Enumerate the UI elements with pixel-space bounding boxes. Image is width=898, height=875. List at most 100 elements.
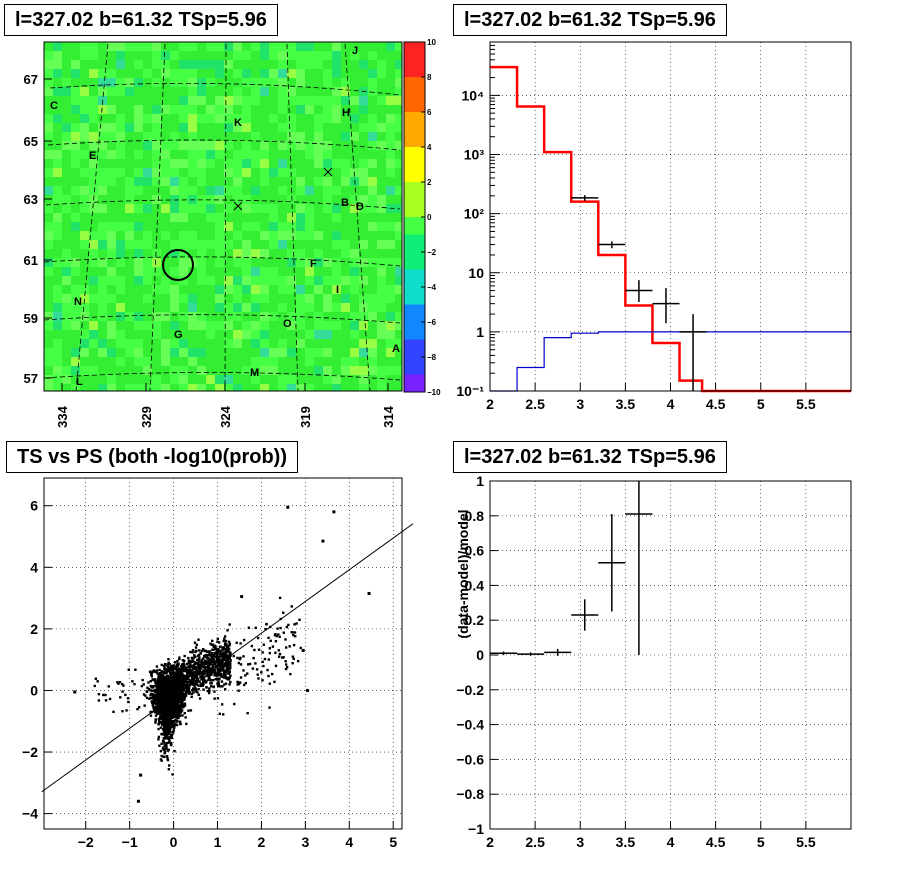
scatter-outlier xyxy=(240,595,244,599)
scatter-point xyxy=(171,671,175,674)
scatter-point xyxy=(173,749,176,753)
scatter-point xyxy=(294,635,297,638)
heatmap-cell xyxy=(62,141,71,150)
heatmap-cell xyxy=(314,141,323,150)
heatmap-cell xyxy=(278,312,287,321)
scatter-point xyxy=(181,695,185,699)
heatmap-cell xyxy=(179,168,188,177)
heatmap-cell xyxy=(44,141,53,150)
scatter-point xyxy=(145,696,149,700)
scatter-point xyxy=(174,722,177,726)
heatmap-cell xyxy=(341,240,350,249)
heatmap-cell xyxy=(233,330,242,339)
heatmap-cell xyxy=(242,366,251,375)
heatmap-cell xyxy=(143,312,152,321)
heatmap-cell xyxy=(53,132,62,141)
heatmap-cell xyxy=(386,285,395,294)
heatmap-cell xyxy=(251,168,260,177)
heatmap-cell xyxy=(44,69,53,78)
heatmap-cell xyxy=(179,357,188,366)
scatter-point xyxy=(291,655,295,658)
heatmap-cell xyxy=(161,87,170,96)
heatmap-cell xyxy=(395,339,402,348)
heatmap-cell xyxy=(179,204,188,213)
scatter-point xyxy=(215,655,218,659)
heatmap-cell xyxy=(206,276,215,285)
scatter-point xyxy=(282,631,285,634)
scatter-point xyxy=(179,683,183,687)
scatter-point xyxy=(158,686,162,689)
scatter-point xyxy=(187,690,190,693)
heatmap-cell xyxy=(179,384,188,391)
heatmap-cell xyxy=(152,69,161,78)
scatter-point xyxy=(154,699,157,702)
heatmap-cell xyxy=(152,168,161,177)
scatter-point xyxy=(277,633,280,636)
heatmap-cell xyxy=(395,123,402,132)
scatter-point xyxy=(97,692,101,696)
heatmap-cell xyxy=(314,213,323,222)
heatmap-cell xyxy=(62,249,71,258)
scatter-point xyxy=(157,681,161,685)
heatmap-cell xyxy=(233,159,242,168)
heatmap-cell xyxy=(89,132,98,141)
scatter-point xyxy=(157,723,160,726)
scatter-point xyxy=(165,707,168,710)
heatmap-cell xyxy=(251,330,260,339)
heatmap-cell xyxy=(44,339,53,348)
scatter-point xyxy=(225,660,228,663)
scatter-point xyxy=(121,710,124,713)
heatmap-cell xyxy=(116,330,125,339)
heatmap-cell xyxy=(44,60,53,69)
scatter-point xyxy=(183,711,186,715)
heatmap-cell xyxy=(368,366,377,375)
heatmap-cell xyxy=(71,366,80,375)
scatter-point xyxy=(226,668,229,672)
scatter-point xyxy=(190,695,193,699)
heatmap-cell xyxy=(161,213,170,222)
scatter-point xyxy=(158,695,162,699)
heatmap-cell xyxy=(98,123,107,132)
heatmap-cell xyxy=(89,258,98,267)
heatmap-cell xyxy=(296,69,305,78)
scatter-point xyxy=(217,668,220,672)
scatter-point xyxy=(206,689,209,693)
heatmap-cell xyxy=(107,42,116,51)
skymap-title: l=327.02 b=61.32 TSp=5.96 xyxy=(4,4,278,36)
scatter-point xyxy=(153,695,156,699)
scatter-point xyxy=(176,711,179,714)
scatter-point xyxy=(268,651,272,655)
heatmap-cell xyxy=(341,258,350,267)
scatter-point xyxy=(196,669,199,673)
y-tick-label: −0.4 xyxy=(456,717,484,733)
heatmap-cell xyxy=(98,168,107,177)
heatmap-cell xyxy=(71,267,80,276)
heatmap-cell xyxy=(395,87,402,96)
heatmap-cell xyxy=(179,132,188,141)
scatter-point xyxy=(188,664,191,667)
heatmap-cell xyxy=(323,141,332,150)
scatter-point xyxy=(185,682,189,685)
heatmap-cell xyxy=(269,105,278,114)
scatter-point xyxy=(104,693,107,697)
heatmap-cell xyxy=(143,177,152,186)
scatter-point xyxy=(192,678,196,682)
scatter-point xyxy=(181,685,184,688)
heatmap-cell xyxy=(152,357,161,366)
heatmap-cell xyxy=(188,339,197,348)
heatmap-cell xyxy=(134,312,143,321)
heatmap-cell xyxy=(269,357,278,366)
heatmap-cell xyxy=(233,51,242,60)
heatmap-cell xyxy=(341,213,350,222)
scatter-point xyxy=(200,673,203,676)
heatmap-cell xyxy=(89,312,98,321)
heatmap-cell xyxy=(260,312,269,321)
heatmap-cell xyxy=(350,303,359,312)
heatmap-cell xyxy=(44,330,53,339)
heatmap-cell xyxy=(206,105,215,114)
heatmap-cell xyxy=(143,105,152,114)
scatter-point xyxy=(226,666,229,669)
heatmap-cell xyxy=(197,132,206,141)
heatmap-cell xyxy=(242,258,251,267)
scatter-point xyxy=(217,674,220,677)
